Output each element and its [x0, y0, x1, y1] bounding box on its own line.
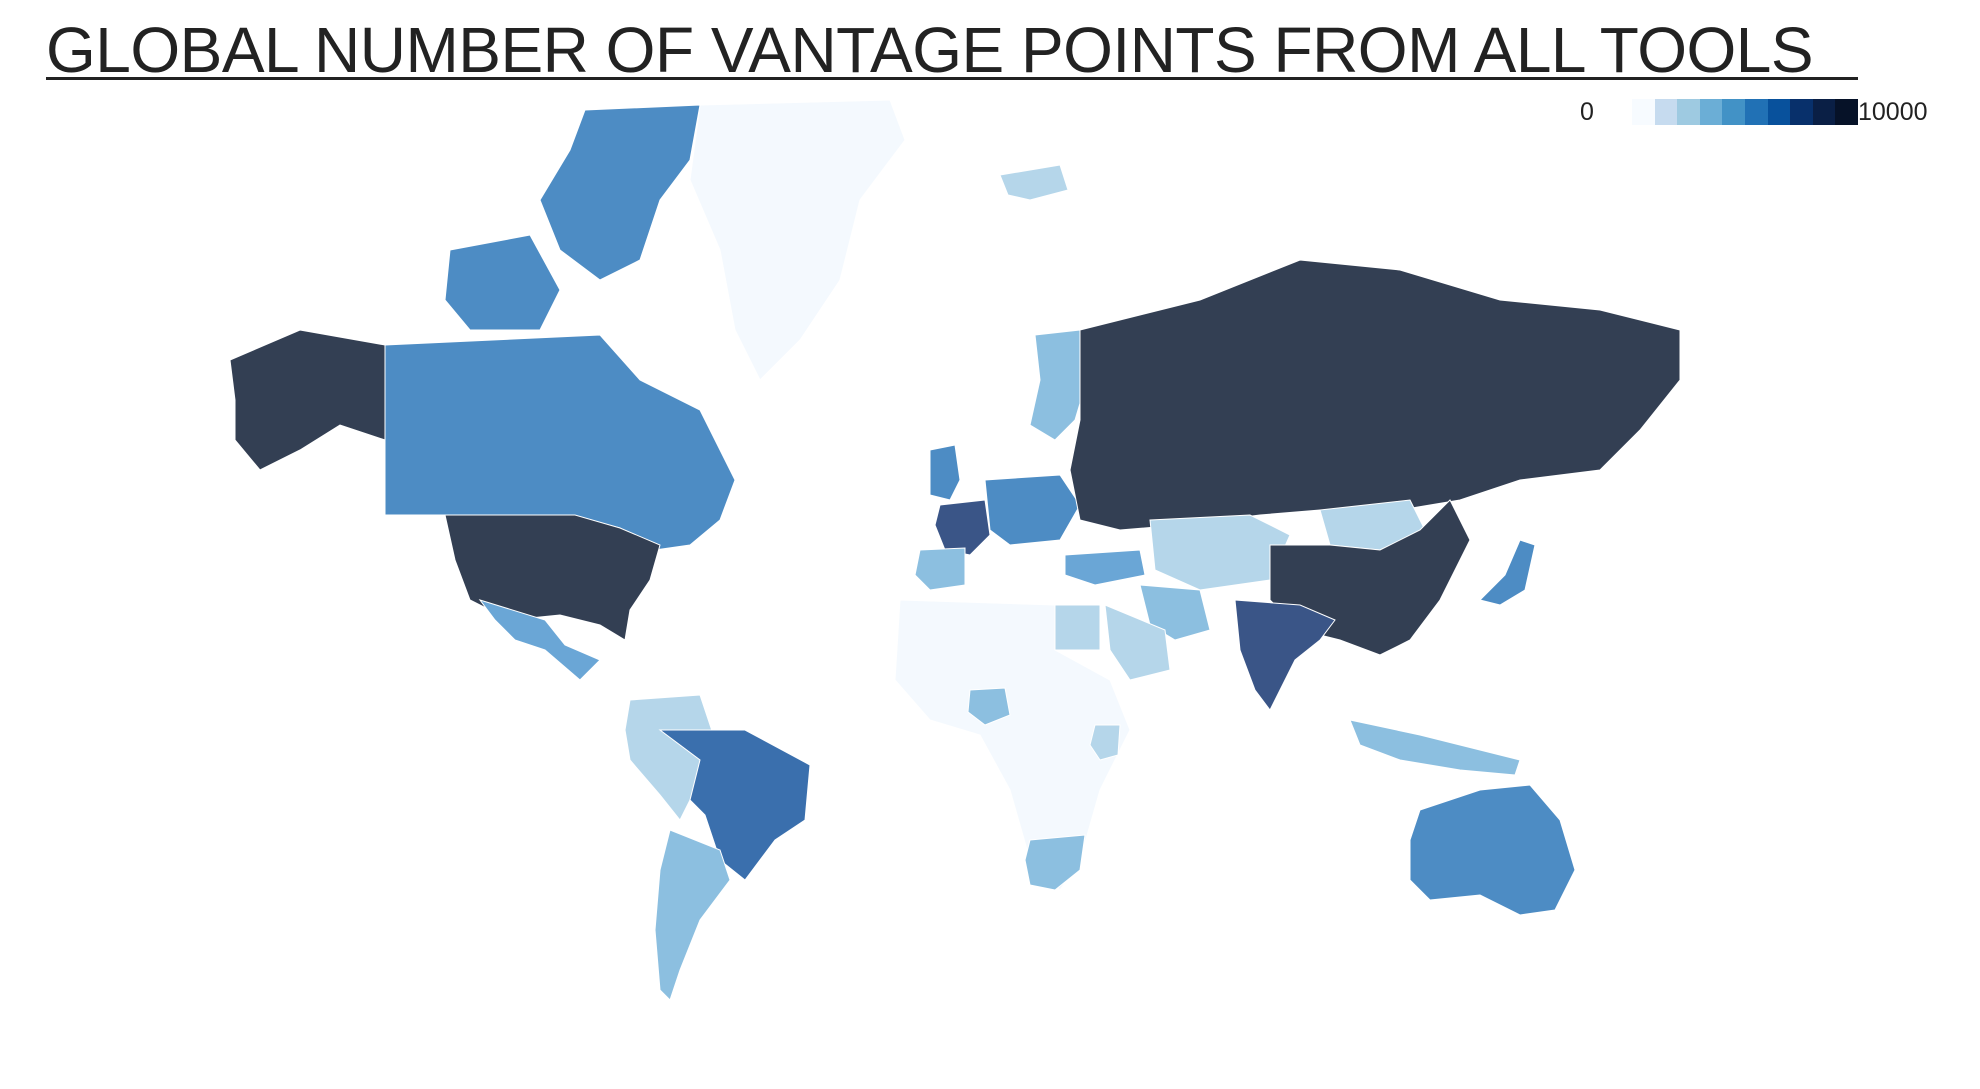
region-south-africa[interactable] — [1024, 834, 1086, 891]
page-title: GLOBAL NUMBER OF VANTAGE POINTS FROM ALL… — [46, 14, 1814, 86]
region-argentina[interactable] — [654, 829, 731, 1001]
region-united-states[interactable] — [444, 514, 661, 641]
legend-max-label: 10000 — [1858, 98, 1928, 126]
region-kazakhstan[interactable] — [1149, 514, 1291, 591]
region-canada-islands[interactable] — [539, 104, 701, 281]
legend-cell — [1790, 99, 1813, 125]
legend-cell — [1835, 99, 1858, 125]
region-germany[interactable] — [984, 474, 1081, 546]
region-spain[interactable] — [914, 547, 966, 591]
legend-min-label: 0 — [1580, 98, 1594, 126]
region-saudi-arabia[interactable] — [1104, 604, 1171, 681]
legend-color-bar — [1632, 99, 1858, 125]
region-iran[interactable] — [1139, 584, 1211, 641]
region-egypt[interactable] — [1054, 604, 1101, 651]
legend-cell — [1812, 99, 1836, 125]
region-canada-islands-west[interactable] — [444, 234, 561, 331]
legend-cell — [1677, 99, 1700, 125]
legend-cell — [1722, 99, 1745, 125]
title-underline — [46, 77, 1858, 80]
region-iceland[interactable] — [999, 164, 1069, 201]
region-turkey[interactable] — [1064, 549, 1146, 586]
region-kenya[interactable] — [1089, 724, 1121, 761]
region-russia[interactable] — [1069, 259, 1681, 531]
region-japan[interactable] — [1479, 539, 1536, 606]
legend-cell — [1699, 99, 1723, 125]
legend-cell — [1654, 99, 1678, 125]
region-nigeria[interactable] — [967, 687, 1011, 726]
region-united-kingdom[interactable] — [929, 444, 961, 501]
legend-cell — [1632, 99, 1655, 125]
region-indonesia[interactable] — [1349, 719, 1521, 776]
region-mexico[interactable] — [478, 599, 606, 691]
region-greenland[interactable] — [689, 99, 906, 381]
region-alaska[interactable] — [229, 329, 386, 471]
map-regions — [229, 99, 1681, 1001]
region-france[interactable] — [934, 499, 991, 556]
legend-cell — [1767, 99, 1791, 125]
legend-cell — [1744, 99, 1768, 125]
region-india[interactable] — [1234, 599, 1336, 711]
region-brazil[interactable] — [658, 729, 811, 881]
color-legend: 0 10000 — [1580, 94, 1980, 128]
region-australia[interactable] — [1409, 784, 1576, 916]
